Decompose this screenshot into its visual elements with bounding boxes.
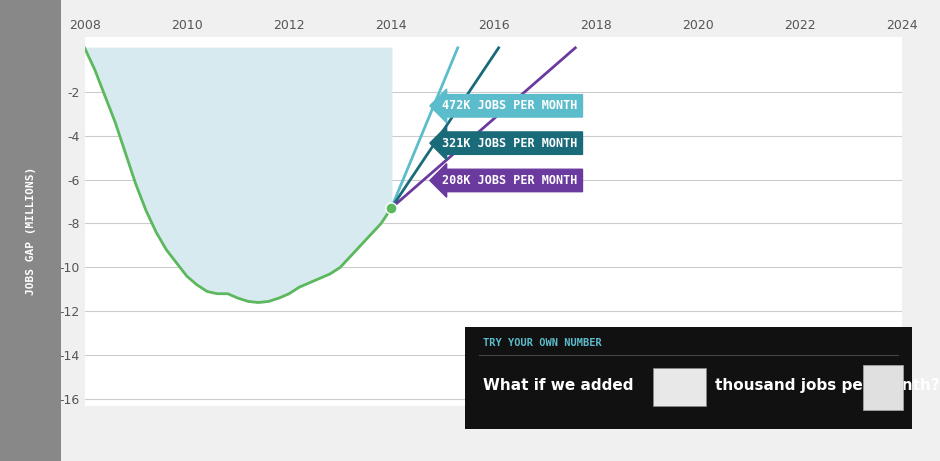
Text: 472K JOBS PER MONTH: 472K JOBS PER MONTH (443, 99, 578, 112)
Text: Go: Go (872, 383, 893, 397)
Text: thousand jobs per month?: thousand jobs per month? (715, 378, 940, 393)
FancyBboxPatch shape (863, 365, 902, 410)
Text: TRY YOUR OWN NUMBER: TRY YOUR OWN NUMBER (483, 337, 602, 348)
FancyBboxPatch shape (652, 368, 707, 407)
Text: JOBS GAP (MILLIONS): JOBS GAP (MILLIONS) (25, 166, 36, 295)
Text: 321K JOBS PER MONTH: 321K JOBS PER MONTH (443, 136, 578, 150)
Text: What if we added: What if we added (483, 378, 634, 393)
Text: 208K JOBS PER MONTH: 208K JOBS PER MONTH (443, 174, 578, 187)
